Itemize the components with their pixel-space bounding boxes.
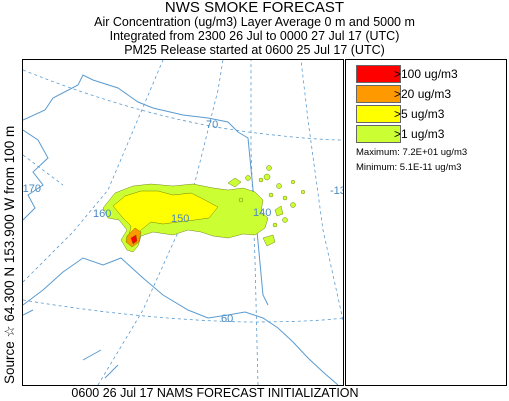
graticule-label-160: 160 <box>93 208 111 220</box>
legend-label-5: >5 ug/m3 <box>394 107 445 121</box>
maximum-value: Maximum: 7.2E+01 ug/m3 <box>356 147 468 158</box>
graticule-label-140: 140 <box>253 207 271 219</box>
alaska-south-coast <box>23 257 339 385</box>
legend-swatch-100 <box>356 65 401 83</box>
integration-period: Integrated from 2300 26 Jul to 0000 27 J… <box>109 29 400 43</box>
legend-item-20: >20 ug/m3 <box>356 85 451 103</box>
plume-eastern-patch <box>227 177 242 188</box>
legend-item-5: >5 ug/m3 <box>356 105 444 123</box>
inset-islands <box>82 349 119 379</box>
latitude-60-line <box>23 299 343 323</box>
graticule-label-170: -170 <box>23 183 41 195</box>
forecast-initialization: 0600 26 Jul 17 NAMS FORECAST INITIALIZAT… <box>71 386 359 400</box>
latitude-70-line <box>23 69 343 141</box>
graticule-label-60: 60 <box>221 313 233 325</box>
alaska-west-coast <box>23 129 49 221</box>
legend-swatch-20 <box>356 85 401 103</box>
aleutian-islands <box>23 309 34 316</box>
longitude-170-line <box>23 154 64 186</box>
alaska-north-coast <box>23 74 239 133</box>
legend-panel: >100 ug/m3 >20 ug/m3 >5 ug/m3 >1 ug/m3 M… <box>345 59 507 386</box>
legend-swatch-1 <box>356 125 401 143</box>
graticule-label-70: 70 <box>206 119 218 131</box>
page-title: NWS SMOKE FORECAST <box>164 0 345 16</box>
longitude-150-line <box>97 60 224 385</box>
plume-far-east-patch <box>274 205 284 217</box>
release-info: PM25 Release started at 0600 25 Jul 17 (… <box>124 43 385 57</box>
plume-secondary-patch <box>262 234 276 247</box>
longitude-160-line <box>23 60 164 283</box>
legend-item-1: >1 ug/m3 <box>356 125 444 143</box>
concentration-description: Air Concentration (ug/m3) Layer Average … <box>94 15 415 29</box>
map-canvas: 70 -170 160 150 140 -130 60 <box>23 60 343 385</box>
source-location-label: Source ☆ 64.300 N 153.900 W from 100 m <box>2 125 17 384</box>
legend-label-20: >20 ug/m3 <box>394 87 452 101</box>
graticule-label-130: -130 <box>330 185 343 197</box>
legend-label-1: >1 ug/m3 <box>394 127 445 141</box>
legend-item-100: >100 ug/m3 <box>356 65 458 83</box>
scattered-smoke-patches <box>238 165 306 228</box>
plume-contour-100ug <box>130 234 138 245</box>
smoke-plume <box>102 165 306 253</box>
smoke-forecast-map: 70 -170 160 150 140 -130 60 <box>22 59 344 386</box>
legend-label-100: >100 ug/m3 <box>394 67 458 81</box>
legend-swatch-5 <box>356 105 401 123</box>
minimum-value: Minimum: 5.1E-11 ug/m3 <box>356 162 462 173</box>
graticule-label-150: 150 <box>171 213 189 225</box>
